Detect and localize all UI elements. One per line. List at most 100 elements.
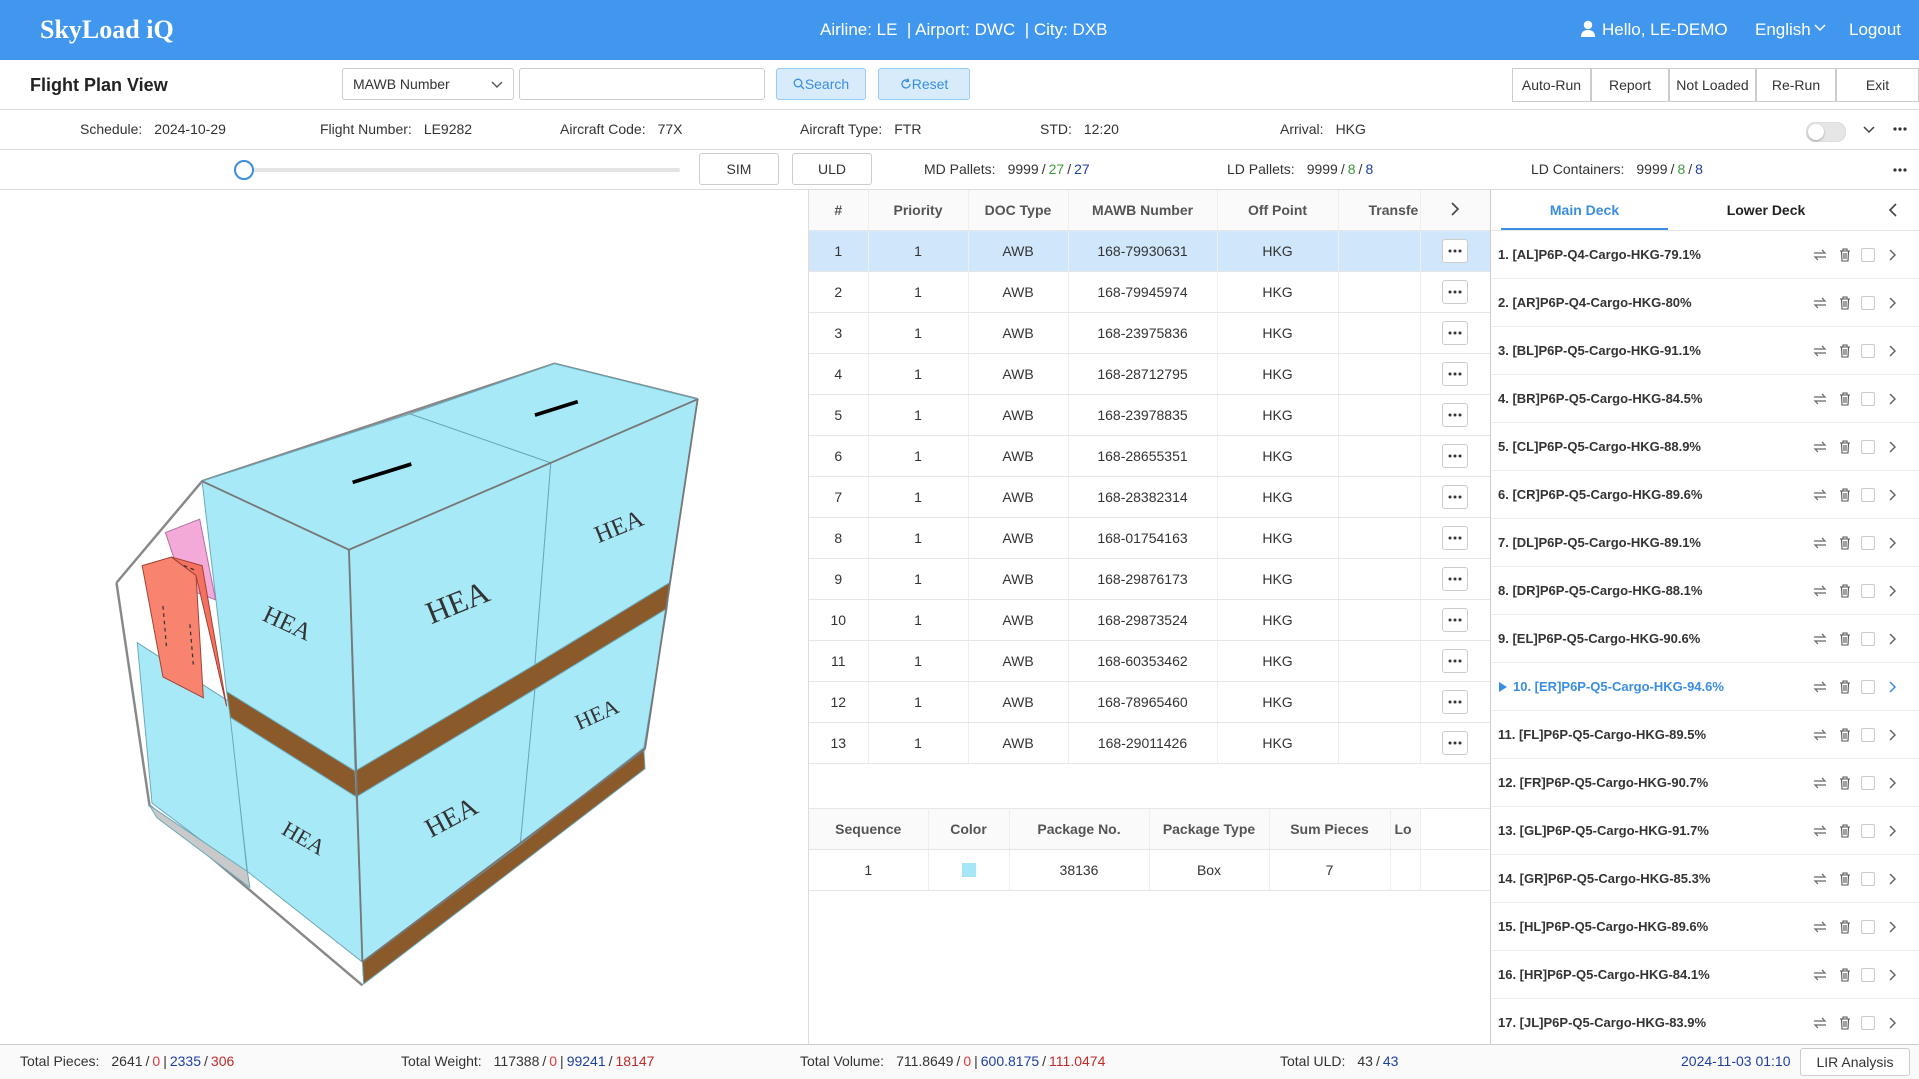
awb-row[interactable]: 6 1 AWB 168-28655351 HKG — [809, 435, 1491, 477]
awb-row[interactable]: 7 1 AWB 168-28382314 HKG — [809, 476, 1491, 518]
row-menu[interactable] — [1442, 608, 1468, 632]
logo[interactable]: SkyLoad iQ — [40, 15, 174, 44]
open-item — [1889, 537, 1897, 549]
action-button[interactable]: Auto-Run — [1512, 68, 1591, 102]
toggle-switch[interactable] — [1806, 122, 1846, 142]
more-menu[interactable] — [1893, 126, 1907, 132]
uld-item[interactable]: 2. [AR]P6P-Q4-Cargo-HKG-80% — [1491, 279, 1919, 327]
action-button[interactable]: Report — [1591, 68, 1669, 102]
item-checkbox[interactable] — [1861, 296, 1875, 310]
row-menu[interactable] — [1442, 321, 1468, 345]
awb-row[interactable]: 9 1 AWB 168-29876173 HKG — [809, 558, 1491, 600]
deck-tab[interactable]: Lower Deck — [1726, 202, 1806, 218]
awb-row[interactable]: 11 1 AWB 168-60353462 HKG — [809, 640, 1491, 682]
item-checkbox[interactable] — [1861, 440, 1875, 454]
action-button[interactable]: Exit — [1836, 68, 1919, 102]
row-menu[interactable] — [1442, 526, 1468, 550]
row-menu[interactable] — [1442, 690, 1468, 714]
search-button[interactable]: Search — [776, 68, 866, 100]
view-button[interactable]: SIM — [699, 153, 779, 185]
awb-row[interactable]: 10 1 AWB 168-29873524 HKG — [809, 599, 1491, 641]
action-cell — [1419, 849, 1491, 891]
load-3d-view[interactable]: HEA HEA HEA HEA HEA HEA — [0, 190, 808, 1044]
uld-item[interactable]: 5. [CL]P6P-Q5-Cargo-HKG-88.9% — [1491, 423, 1919, 471]
action-button[interactable]: Not Loaded — [1669, 68, 1756, 102]
more-menu[interactable] — [1893, 167, 1907, 173]
uld-item[interactable]: 15. [HL]P6P-Q5-Cargo-HKG-89.6% — [1491, 903, 1919, 951]
item-checkbox[interactable] — [1861, 392, 1875, 406]
uld-item[interactable]: 4. [BR]P6P-Q5-Cargo-HKG-84.5% — [1491, 375, 1919, 423]
uld-item[interactable]: 13. [GL]P6P-Q5-Cargo-HKG-91.7% — [1491, 807, 1919, 855]
cell — [1338, 722, 1421, 764]
item-checkbox[interactable] — [1861, 872, 1875, 886]
stat-part: 99241 — [566, 1053, 606, 1069]
item-checkbox[interactable] — [1861, 584, 1875, 598]
cell — [1338, 230, 1421, 272]
open-item — [1889, 297, 1897, 309]
row-menu[interactable] — [1442, 485, 1468, 509]
row-menu[interactable] — [1442, 362, 1468, 386]
search-field-value: MAWB Number — [353, 76, 450, 92]
item-checkbox[interactable] — [1861, 920, 1875, 934]
item-checkbox[interactable] — [1861, 728, 1875, 742]
item-checkbox[interactable] — [1861, 488, 1875, 502]
uld-item[interactable]: 14. [GR]P6P-Q5-Cargo-HKG-85.3% — [1491, 855, 1919, 903]
row-menu[interactable] — [1442, 567, 1468, 591]
uld-item[interactable]: 1. [AL]P6P-Q4-Cargo-HKG-79.1% — [1491, 231, 1919, 279]
reset-button[interactable]: Reset — [878, 68, 970, 100]
row-menu[interactable] — [1442, 731, 1468, 755]
row-menu[interactable] — [1442, 649, 1468, 673]
stat-part: | — [560, 1053, 564, 1069]
item-checkbox[interactable] — [1861, 1016, 1875, 1030]
uld-item[interactable]: 10. [ER]P6P-Q5-Cargo-HKG-94.6% — [1491, 663, 1919, 711]
row-menu[interactable] — [1442, 403, 1468, 427]
slider-handle[interactable] — [234, 160, 254, 180]
item-checkbox[interactable] — [1861, 344, 1875, 358]
item-checkbox[interactable] — [1861, 776, 1875, 790]
info-label: Flight Number: — [320, 121, 412, 137]
uld-item[interactable]: 9. [EL]P6P-Q5-Cargo-HKG-90.6% — [1491, 615, 1919, 663]
uld-item[interactable]: 8. [DR]P6P-Q5-Cargo-HKG-88.1% — [1491, 567, 1919, 615]
lir-analysis-button[interactable]: LIR Analysis — [1800, 1048, 1910, 1076]
cell: AWB — [968, 394, 1069, 436]
uld-item[interactable]: 7. [DL]P6P-Q5-Cargo-HKG-89.1% — [1491, 519, 1919, 567]
row-menu[interactable] — [1442, 239, 1468, 263]
item-checkbox[interactable] — [1861, 968, 1875, 982]
item-checkbox[interactable] — [1861, 680, 1875, 694]
logout-link[interactable]: Logout — [1849, 20, 1901, 39]
uld-item[interactable]: 6. [CR]P6P-Q5-Cargo-HKG-89.6% — [1491, 471, 1919, 519]
awb-row[interactable]: 2 1 AWB 168-79945974 HKG — [809, 271, 1491, 313]
info-label: STD: — [1040, 121, 1072, 137]
expand-chevron[interactable] — [1863, 125, 1875, 135]
item-checkbox[interactable] — [1861, 248, 1875, 262]
more-icon-shape — [1453, 577, 1457, 581]
uld-item[interactable]: 3. [BL]P6P-Q5-Cargo-HKG-91.1% — [1491, 327, 1919, 375]
awb-row[interactable]: 5 1 AWB 168-23978835 HKG — [809, 394, 1491, 436]
user-greeting[interactable]: Hello, LE-DEMO — [1602, 20, 1728, 39]
awb-row[interactable]: 13 1 AWB 168-29011426 HKG — [809, 722, 1491, 764]
cell: HKG — [1217, 394, 1339, 436]
item-checkbox[interactable] — [1861, 632, 1875, 646]
language-chevron — [1814, 24, 1826, 32]
search-input[interactable] — [519, 68, 765, 100]
item-checkbox[interactable] — [1861, 824, 1875, 838]
action-button[interactable]: Re-Run — [1756, 68, 1836, 102]
row-menu[interactable] — [1442, 280, 1468, 304]
awb-row[interactable]: 1 1 AWB 168-79930631 HKG — [809, 230, 1491, 272]
language-select[interactable]: English — [1755, 20, 1811, 39]
cell: 1 — [809, 849, 929, 891]
search-field-select[interactable]: MAWB Number — [342, 68, 514, 100]
uld-item[interactable]: 11. [FL]P6P-Q5-Cargo-HKG-89.5% — [1491, 711, 1919, 759]
awb-row[interactable]: 3 1 AWB 168-23975836 HKG — [809, 312, 1491, 354]
package-row[interactable]: 1 38136 Box 7 — [809, 849, 1491, 891]
deck-tab-active[interactable]: Main Deck — [1501, 190, 1668, 230]
uld-item[interactable]: 17. [JL]P6P-Q5-Cargo-HKG-83.9% — [1491, 999, 1919, 1044]
awb-row[interactable]: 12 1 AWB 168-78965460 HKG — [809, 681, 1491, 723]
uld-item[interactable]: 12. [FR]P6P-Q5-Cargo-HKG-90.7% — [1491, 759, 1919, 807]
view-button[interactable]: ULD — [792, 153, 872, 185]
item-checkbox[interactable] — [1861, 536, 1875, 550]
uld-item[interactable]: 16. [HR]P6P-Q5-Cargo-HKG-84.1% — [1491, 951, 1919, 999]
awb-row[interactable]: 8 1 AWB 168-01754163 HKG — [809, 517, 1491, 559]
awb-row[interactable]: 4 1 AWB 168-28712795 HKG — [809, 353, 1491, 395]
row-menu[interactable] — [1442, 444, 1468, 468]
